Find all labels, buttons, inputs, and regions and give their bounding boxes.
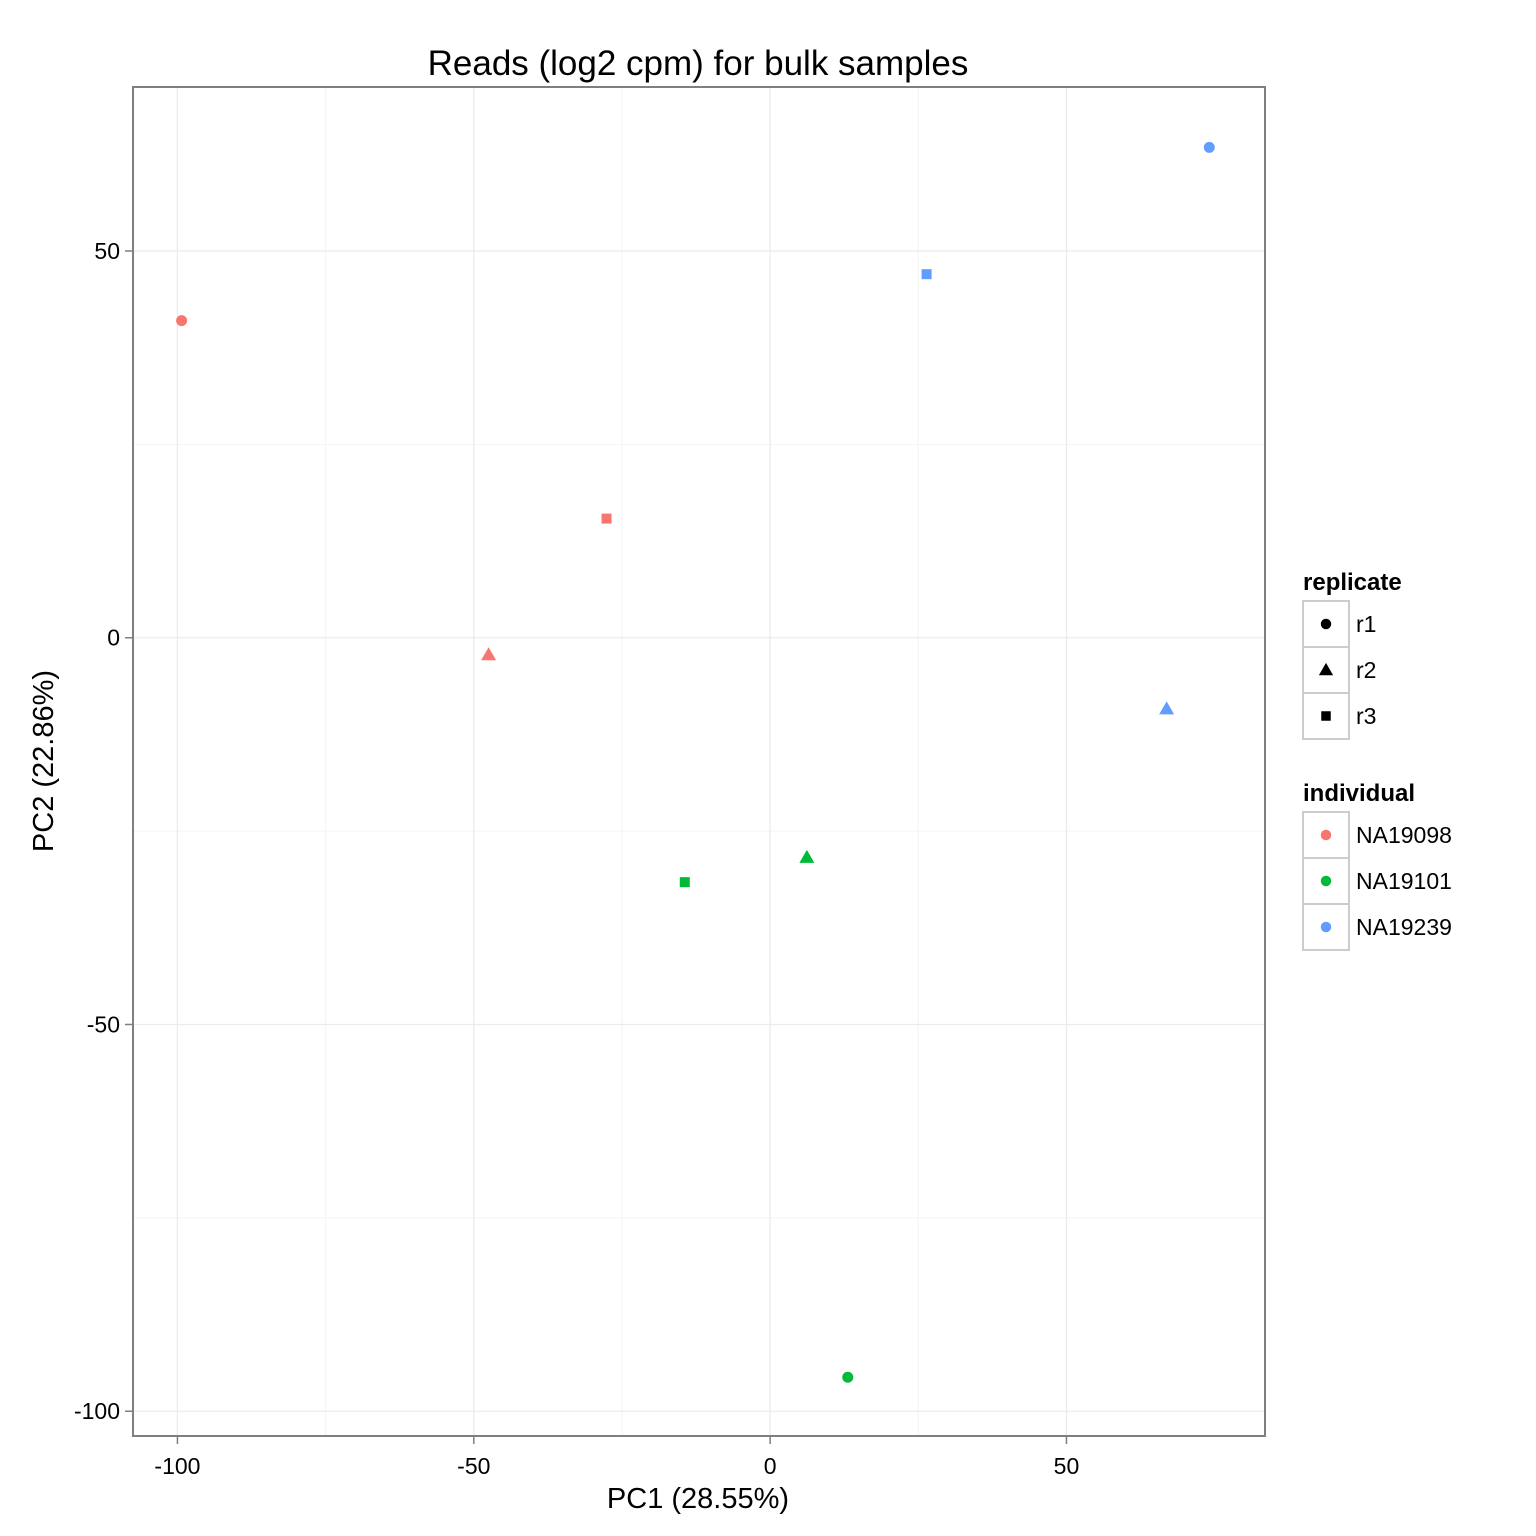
- x-axis-label: PC1 (28.55%): [607, 1483, 789, 1515]
- data-point-NA19101-r2: [799, 849, 815, 863]
- y-tick-label: 50: [94, 238, 120, 264]
- x-tick-label: 50: [1054, 1453, 1080, 1479]
- legend-label-NA19098: NA19098: [1356, 822, 1452, 848]
- x-tick-label: -100: [154, 1453, 200, 1479]
- y-tick-label: -50: [87, 1011, 120, 1037]
- legend-label-r3: r3: [1356, 703, 1376, 729]
- legend-title-individual: individual: [1303, 780, 1415, 807]
- legend-label-r1: r1: [1356, 611, 1376, 637]
- data-point-NA19098-r1: [176, 315, 188, 327]
- x-tick-label: -50: [457, 1453, 490, 1479]
- chart-title: Reads (log2 cpm) for bulk samples: [428, 44, 969, 83]
- legend-label-NA19239: NA19239: [1356, 914, 1452, 940]
- legend-key-NA19098: [1320, 829, 1332, 841]
- legend-label-r2: r2: [1356, 657, 1376, 683]
- data-point-NA19101-r3: [679, 877, 690, 888]
- data-point-NA19098-r3: [601, 513, 612, 524]
- plot-background: [133, 87, 1265, 1436]
- major-gridlines: [133, 87, 1265, 1436]
- y-axis-label: PC2 (22.86%): [28, 670, 60, 852]
- y-axis: -100 -50 0 50: [74, 238, 133, 1424]
- legend-key-r3: [1321, 711, 1331, 721]
- legend-key-NA19101: [1320, 875, 1332, 887]
- legend-title-replicate: replicate: [1303, 569, 1402, 596]
- legend-key-r1: [1320, 618, 1332, 630]
- x-tick-label: 0: [764, 1453, 777, 1479]
- x-axis: -100 -50 0 50: [154, 1436, 1079, 1479]
- legend-key-NA19239: [1320, 921, 1332, 933]
- y-tick-label: 0: [107, 625, 120, 651]
- legend-key-r2: [1318, 662, 1334, 676]
- data-point-NA19239-r3: [921, 269, 932, 280]
- legend: replicate r1 r2 r3 individual NA19098 NA19101 N…: [1302, 569, 1452, 951]
- plot-panel: [132, 86, 1266, 1437]
- data-point-NA19239-r2: [1159, 701, 1175, 715]
- data-point-NA19098-r2: [481, 647, 497, 661]
- plot-border: [132, 86, 1266, 1437]
- minor-gridlines: [133, 87, 1265, 1436]
- data-point-NA19101-r1: [842, 1371, 854, 1383]
- data-points: [176, 141, 1215, 1383]
- y-tick-label: -100: [74, 1398, 120, 1424]
- data-point-NA19239-r1: [1203, 141, 1215, 153]
- legend-label-NA19101: NA19101: [1356, 868, 1452, 894]
